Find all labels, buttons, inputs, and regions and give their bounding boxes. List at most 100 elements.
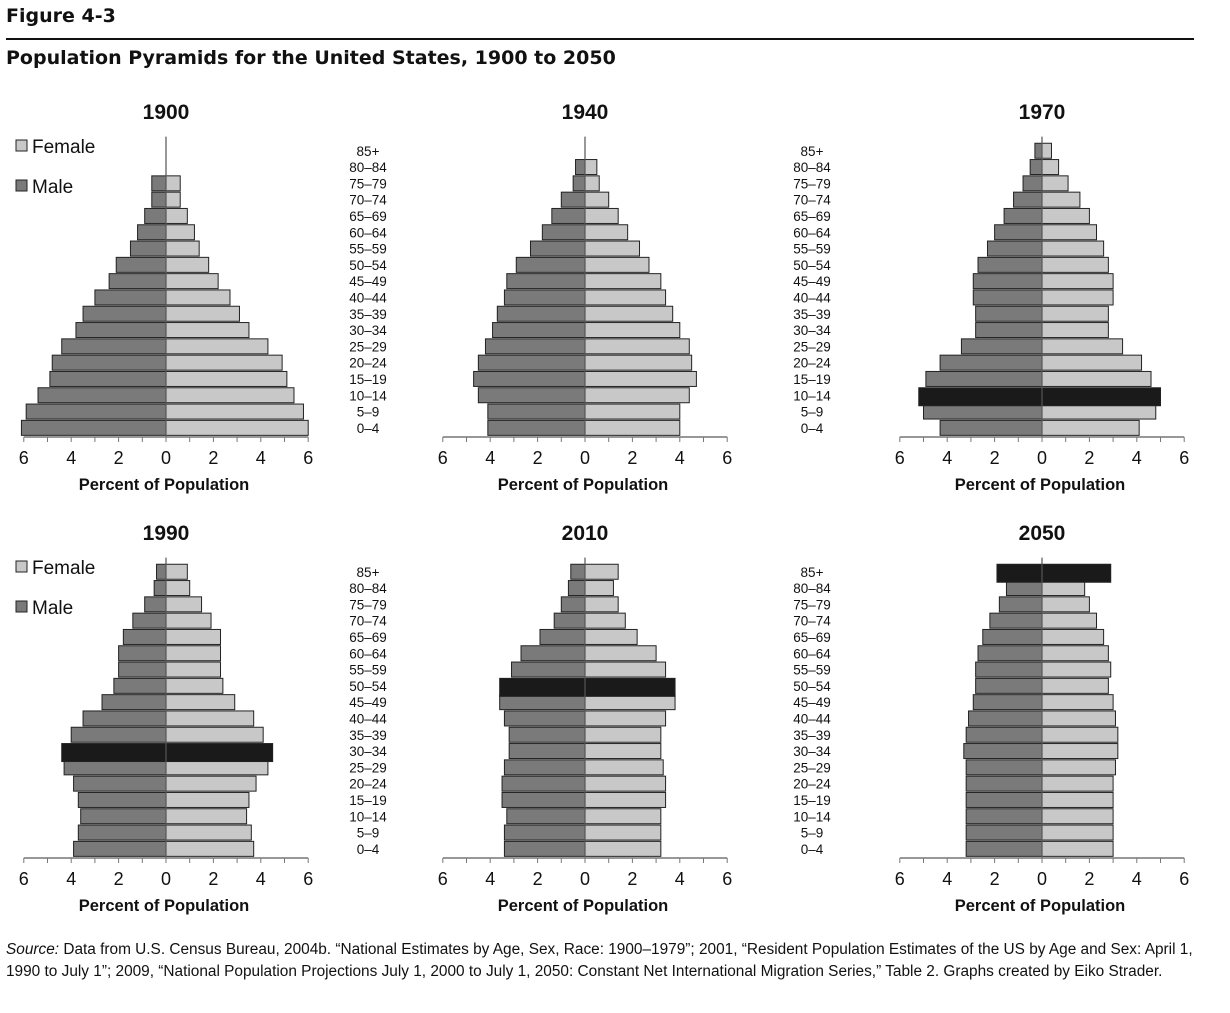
male-bar [965,775,1043,792]
male-bar [939,419,1043,436]
age-label: 75–79 [349,597,387,612]
age-label: 15–19 [349,372,387,387]
male-bar [499,694,586,711]
male-bar [975,677,1043,694]
age-label: 45–49 [349,695,387,710]
age-label: 60–64 [793,225,831,240]
male-bar [82,710,167,727]
age-label: 5–9 [357,826,380,841]
female-bar [1041,338,1124,355]
x-axis-label: Percent of Population [79,476,250,494]
male-bar [977,256,1043,273]
x-tick-label: 0 [1037,448,1047,468]
age-label: 35–39 [349,728,387,743]
male-bar [998,596,1043,613]
male-bar [113,677,167,694]
female-bar [584,338,690,355]
legend-swatch-male [15,179,28,192]
female-bar [584,224,629,241]
age-label: 45–49 [793,274,831,289]
x-tick-label: 4 [256,869,266,889]
x-tick-label: 2 [533,869,543,889]
female-bar [1041,840,1114,857]
male-bar [939,354,1043,371]
male-bar [20,419,167,436]
female-bar [1041,175,1069,192]
age-label: 30–34 [793,323,831,338]
age-label: 0–4 [801,421,824,436]
male-bar [80,808,167,825]
age-label: 85+ [357,565,380,580]
age-label: 50–54 [349,679,387,694]
age-label: 30–34 [349,323,387,338]
female-bar [1041,354,1143,371]
female-bar [165,840,255,857]
x-tick-label: 2 [114,448,124,468]
male-bar [503,824,586,841]
female-bar [1041,759,1116,776]
age-label: 65–69 [793,209,831,224]
male-bar [972,694,1043,711]
x-tick-label: 4 [942,448,952,468]
legend-label-female: Female [32,137,95,158]
female-bar [165,677,224,694]
female-bar [1041,563,1112,583]
age-label: 70–74 [349,193,387,208]
age-label: 65–69 [793,630,831,645]
male-bar [975,305,1043,322]
female-bar [584,710,667,727]
male-bar [506,808,586,825]
male-bar [501,791,586,808]
female-bar [584,256,650,273]
male-bar [972,273,1043,290]
x-tick-label: 0 [580,448,590,468]
male-bar [539,628,586,645]
female-bar [165,273,219,290]
male-bar [520,645,586,662]
x-tick-label: 6 [722,869,732,889]
male-bar [965,824,1043,841]
age-label: 55–59 [793,242,831,257]
male-bar [503,710,586,727]
x-tick-label: 6 [19,448,29,468]
female-bar [165,759,269,776]
age-label: 65–69 [349,630,387,645]
pyramid-panel-1940: 1940 6 4 2 0 2 4 6 Percent of Population 0–45–9 10… [349,101,732,494]
female-bar [1041,207,1090,224]
male-bar [75,322,167,339]
male-bar [1003,207,1043,224]
male-bar [151,175,167,192]
male-bar [503,759,586,776]
x-tick-label: 6 [303,448,313,468]
female-bar [165,808,248,825]
male-bar [977,645,1043,662]
legend-swatch-male [15,600,28,613]
female-bar [1041,256,1109,273]
age-label: 55–59 [349,663,387,678]
female-bar [584,775,667,792]
female-bar [165,580,191,597]
female-bar [584,808,662,825]
male-bar [492,322,586,339]
age-label: 50–54 [793,679,831,694]
female-bar [584,759,664,776]
female-bar [1041,677,1109,694]
male-bar [560,191,586,208]
female-bar [1041,580,1086,597]
age-label: 75–79 [793,176,831,191]
female-bar [165,596,203,613]
female-bar [584,628,638,645]
male-bar [575,159,586,176]
female-bar [165,207,188,224]
male-bar [82,305,167,322]
age-label: 35–39 [793,728,831,743]
x-tick-label: 6 [1179,869,1189,889]
female-bar [165,224,195,241]
source-note: Source: Data from U.S. Census Bureau, 20… [6,939,1196,983]
age-label: 10–14 [793,809,831,824]
female-bar [165,370,288,387]
male-bar [923,403,1043,420]
female-bar [584,207,619,224]
female-bar [165,191,181,208]
x-tick-label: 4 [1132,448,1142,468]
